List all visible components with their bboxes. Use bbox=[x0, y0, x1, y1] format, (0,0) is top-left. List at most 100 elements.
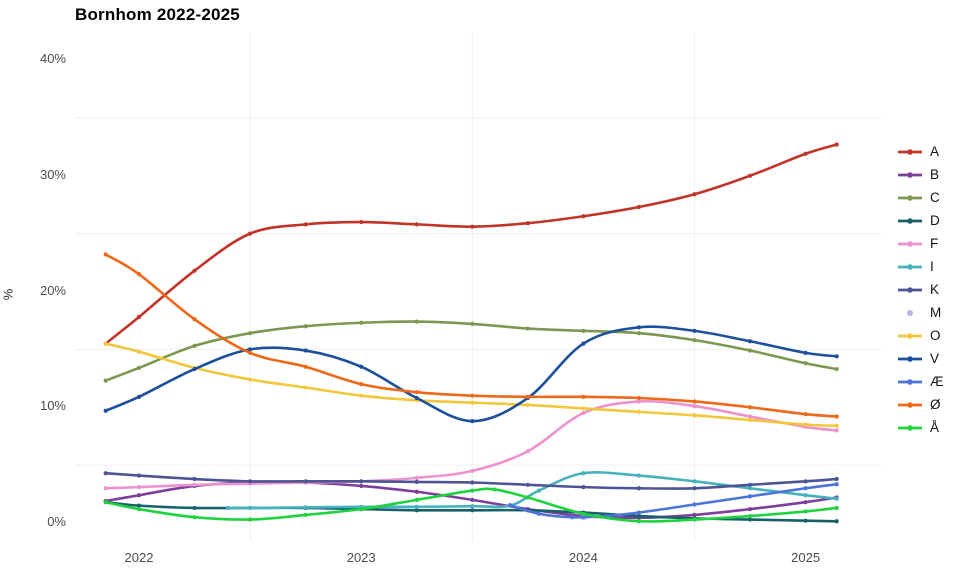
y-tick-10%: 10% bbox=[39, 398, 66, 414]
legend-dot-D bbox=[907, 217, 913, 224]
legend-label-M: M bbox=[930, 305, 942, 320]
series-point-Å bbox=[414, 497, 419, 502]
series-point-C bbox=[636, 331, 642, 336]
series-point-I bbox=[803, 493, 808, 498]
series-point-F bbox=[103, 486, 108, 491]
legend-item-Å: Å bbox=[897, 416, 944, 439]
series-point-C bbox=[470, 321, 475, 327]
series-line-A bbox=[104, 143, 839, 345]
x-tick-2023: 2023 bbox=[346, 550, 376, 565]
legend-dot-Ø bbox=[907, 401, 913, 408]
series-point-Ø bbox=[414, 390, 419, 395]
series-point-C bbox=[248, 331, 253, 336]
legend-item-B: B bbox=[897, 163, 944, 186]
series-point-F bbox=[636, 399, 642, 404]
series-point-I bbox=[414, 504, 419, 509]
series-point-K bbox=[192, 476, 197, 482]
series-point-V bbox=[747, 339, 753, 344]
legend-label-Å: Å bbox=[930, 420, 940, 435]
series-line-Å bbox=[104, 487, 839, 523]
y-tick-20%: 20% bbox=[39, 282, 66, 298]
series-point-D bbox=[747, 517, 753, 522]
series-point-A bbox=[636, 204, 642, 210]
legend-label-A: A bbox=[930, 144, 940, 159]
series-point-C bbox=[803, 361, 808, 366]
legend-dot-Æ bbox=[907, 378, 913, 385]
series-point-F bbox=[834, 428, 839, 433]
series-point-K bbox=[803, 479, 808, 484]
series-point-Å bbox=[581, 511, 586, 516]
series-point-Ø bbox=[803, 412, 808, 417]
series-point-O bbox=[834, 423, 839, 428]
legend-label-O: O bbox=[930, 328, 941, 343]
series-point-K bbox=[581, 485, 586, 490]
series-point-Ø bbox=[248, 350, 253, 355]
legend-marker-V bbox=[898, 355, 922, 362]
series-point-Ø bbox=[359, 382, 364, 387]
series-point-O bbox=[581, 406, 586, 411]
series-point-Å bbox=[303, 512, 308, 517]
series-point-Å bbox=[834, 505, 839, 511]
legend-item-C: C bbox=[897, 186, 944, 209]
series-point-A bbox=[803, 151, 808, 156]
series-point-F bbox=[192, 482, 197, 487]
series-point-C bbox=[834, 366, 839, 372]
series-point-C bbox=[136, 365, 142, 370]
legend-item-Ø: Ø bbox=[897, 393, 944, 416]
legend-label-Æ: Æ bbox=[930, 374, 944, 389]
series-point-K bbox=[636, 486, 642, 491]
series-point-Ø bbox=[103, 252, 108, 257]
series-point-F bbox=[692, 403, 697, 409]
series-point-O bbox=[692, 413, 697, 418]
series-point-Ø bbox=[747, 405, 753, 410]
legend-label-D: D bbox=[930, 213, 940, 228]
legend-item-Æ: Æ bbox=[897, 370, 944, 393]
series-point-A bbox=[747, 173, 753, 178]
series-point-O bbox=[103, 341, 108, 346]
series-line-I bbox=[226, 471, 839, 510]
series-point-O bbox=[636, 409, 642, 414]
series-point-Å bbox=[747, 513, 753, 519]
series-point-O bbox=[470, 400, 475, 405]
series-point-Ø bbox=[303, 364, 308, 369]
series-point-Å bbox=[636, 519, 642, 524]
series-line-O bbox=[104, 342, 839, 428]
series-point-Å bbox=[192, 515, 197, 520]
y-tick-40%: 40% bbox=[39, 51, 66, 66]
legend-marker-D bbox=[898, 217, 922, 224]
series-point-A bbox=[414, 222, 419, 227]
series-point-C bbox=[525, 326, 530, 331]
series-point-C bbox=[303, 324, 308, 329]
legend-dot-V bbox=[907, 355, 913, 362]
series-point-B bbox=[359, 483, 364, 489]
series-point-V bbox=[692, 328, 697, 333]
series-point-O bbox=[525, 402, 530, 408]
legend-item-A: A bbox=[897, 140, 944, 163]
series-point-Å bbox=[248, 517, 253, 522]
y-tick-0%: 0% bbox=[47, 514, 66, 529]
series-point-Æ bbox=[570, 515, 575, 520]
series-point-Ø bbox=[192, 317, 197, 322]
legend-marker-B bbox=[898, 171, 922, 178]
series-point-K bbox=[747, 482, 753, 487]
legend-marker-O bbox=[898, 332, 922, 339]
series-point-F bbox=[747, 414, 753, 419]
series-point-I bbox=[692, 479, 697, 484]
legend-marker-F bbox=[898, 240, 922, 247]
series-point-K bbox=[359, 479, 364, 484]
series-point-O bbox=[303, 385, 308, 390]
legend-dot-M bbox=[907, 309, 913, 316]
series-point-F bbox=[470, 468, 475, 474]
series-point-K bbox=[248, 479, 253, 484]
series-point-A bbox=[470, 224, 475, 229]
series-point-Æ bbox=[536, 511, 542, 516]
x-tick-2025: 2025 bbox=[791, 550, 821, 565]
series-point-K bbox=[525, 482, 530, 487]
legend-dot-B bbox=[907, 171, 913, 178]
series-point-Ø bbox=[834, 414, 839, 419]
series-point-C bbox=[692, 338, 697, 343]
series-point-Æ bbox=[507, 502, 513, 508]
series-point-A bbox=[525, 221, 530, 226]
series-point-V bbox=[192, 366, 197, 372]
